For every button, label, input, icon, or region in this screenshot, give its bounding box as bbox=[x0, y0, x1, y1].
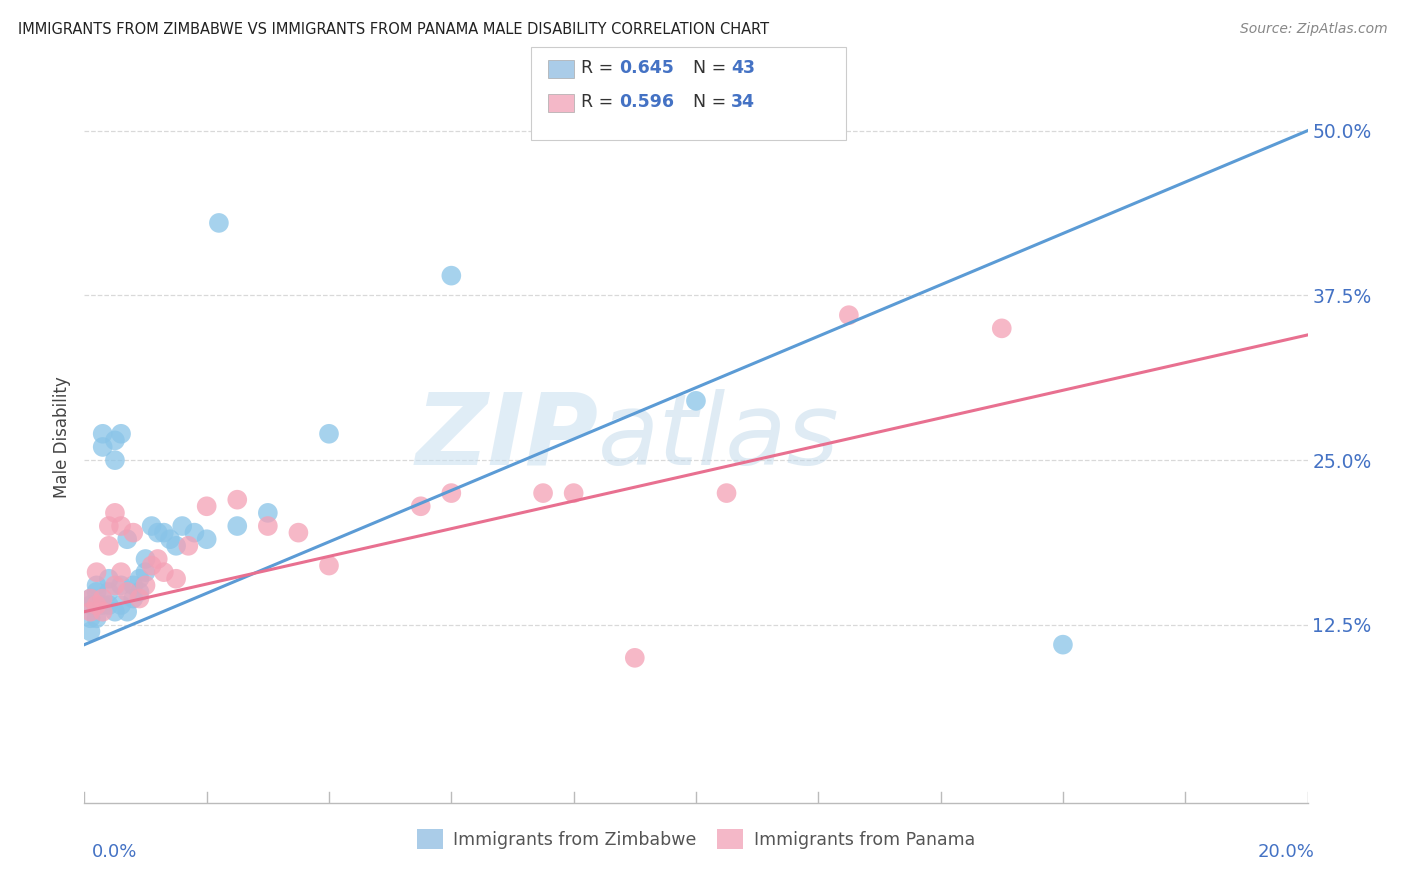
Point bbox=[177, 539, 200, 553]
Point bbox=[104, 605, 127, 619]
Point bbox=[562, 486, 585, 500]
Text: 20.0%: 20.0% bbox=[1258, 843, 1315, 861]
Point bbox=[115, 585, 138, 599]
Point bbox=[97, 585, 120, 599]
Point bbox=[86, 598, 108, 612]
Point bbox=[79, 611, 101, 625]
Point bbox=[135, 552, 157, 566]
Point bbox=[79, 591, 101, 606]
Point bbox=[1052, 638, 1074, 652]
Point bbox=[226, 492, 249, 507]
Point bbox=[110, 519, 132, 533]
Text: Source: ZipAtlas.com: Source: ZipAtlas.com bbox=[1240, 22, 1388, 37]
Point bbox=[115, 605, 138, 619]
Text: atlas: atlas bbox=[598, 389, 839, 485]
Point bbox=[153, 565, 176, 579]
Point bbox=[86, 598, 108, 612]
Point bbox=[79, 591, 101, 606]
Point bbox=[135, 565, 157, 579]
Point bbox=[104, 453, 127, 467]
Point bbox=[409, 500, 432, 514]
Point bbox=[318, 558, 340, 573]
Point bbox=[440, 486, 463, 500]
Point bbox=[135, 578, 157, 592]
Point bbox=[110, 426, 132, 441]
Point bbox=[128, 585, 150, 599]
Text: N =: N = bbox=[693, 59, 733, 77]
Point bbox=[257, 519, 280, 533]
Point bbox=[287, 525, 309, 540]
Point bbox=[97, 598, 120, 612]
Text: 0.596: 0.596 bbox=[619, 93, 673, 111]
Point bbox=[79, 598, 101, 612]
Text: ZIP: ZIP bbox=[415, 389, 598, 485]
Point bbox=[91, 426, 114, 441]
Point bbox=[110, 565, 132, 579]
Point bbox=[183, 525, 205, 540]
Point bbox=[104, 506, 127, 520]
Point bbox=[159, 533, 181, 547]
Text: 0.645: 0.645 bbox=[619, 59, 673, 77]
Text: 0.0%: 0.0% bbox=[91, 843, 136, 861]
Point bbox=[122, 525, 145, 540]
Y-axis label: Male Disability: Male Disability bbox=[53, 376, 72, 498]
Point bbox=[146, 552, 169, 566]
Point bbox=[838, 308, 860, 322]
Point bbox=[104, 578, 127, 592]
Point bbox=[79, 605, 101, 619]
Point bbox=[86, 565, 108, 579]
Point bbox=[91, 605, 114, 619]
Point bbox=[79, 624, 101, 639]
Point bbox=[195, 533, 218, 547]
Text: R =: R = bbox=[581, 93, 619, 111]
Point bbox=[172, 519, 194, 533]
Point bbox=[318, 426, 340, 441]
Point bbox=[86, 585, 108, 599]
Point bbox=[110, 578, 132, 592]
Point bbox=[153, 525, 176, 540]
Legend: Immigrants from Zimbabwe, Immigrants from Panama: Immigrants from Zimbabwe, Immigrants fro… bbox=[409, 822, 983, 856]
Point bbox=[122, 578, 145, 592]
Point bbox=[991, 321, 1014, 335]
Text: 43: 43 bbox=[731, 59, 755, 77]
Point bbox=[97, 519, 120, 533]
Point bbox=[624, 650, 647, 665]
Point bbox=[91, 591, 114, 606]
Point bbox=[141, 558, 163, 573]
Point bbox=[91, 440, 114, 454]
Text: IMMIGRANTS FROM ZIMBABWE VS IMMIGRANTS FROM PANAMA MALE DISABILITY CORRELATION C: IMMIGRANTS FROM ZIMBABWE VS IMMIGRANTS F… bbox=[18, 22, 769, 37]
Point bbox=[104, 434, 127, 448]
Point bbox=[685, 393, 707, 408]
Point bbox=[128, 572, 150, 586]
Point bbox=[91, 598, 114, 612]
Point bbox=[86, 578, 108, 592]
Point bbox=[110, 598, 132, 612]
Text: N =: N = bbox=[693, 93, 733, 111]
Point bbox=[195, 500, 218, 514]
Point bbox=[440, 268, 463, 283]
Point bbox=[115, 533, 138, 547]
Point bbox=[122, 591, 145, 606]
Point bbox=[165, 572, 187, 586]
Point bbox=[97, 539, 120, 553]
Point bbox=[531, 486, 554, 500]
Point bbox=[226, 519, 249, 533]
Point bbox=[97, 572, 120, 586]
Point bbox=[165, 539, 187, 553]
Point bbox=[257, 506, 280, 520]
Text: 34: 34 bbox=[731, 93, 755, 111]
Point bbox=[128, 591, 150, 606]
Point bbox=[146, 525, 169, 540]
Point bbox=[141, 519, 163, 533]
Point bbox=[86, 611, 108, 625]
Point bbox=[208, 216, 231, 230]
Text: R =: R = bbox=[581, 59, 619, 77]
Point bbox=[716, 486, 738, 500]
